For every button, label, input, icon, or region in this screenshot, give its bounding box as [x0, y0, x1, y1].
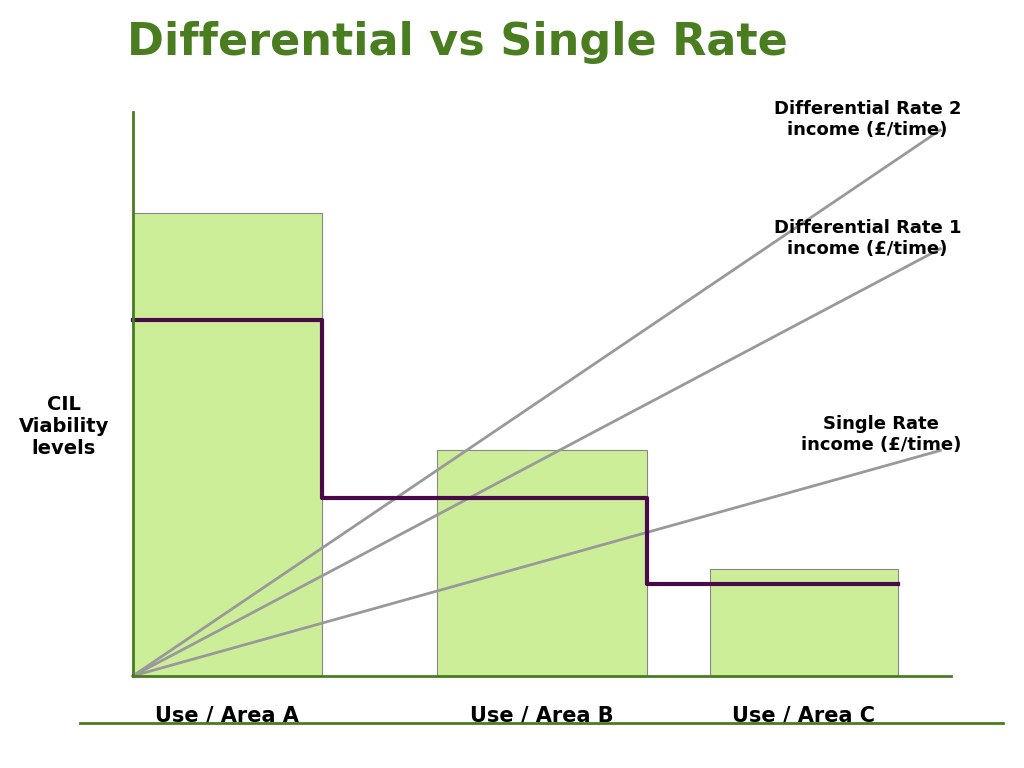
- Text: Differential Rate 1
income (£/time): Differential Rate 1 income (£/time): [774, 219, 962, 258]
- Text: CIL
Viability
levels: CIL Viability levels: [18, 396, 109, 458]
- FancyBboxPatch shape: [133, 214, 322, 676]
- Text: Differential vs Single Rate: Differential vs Single Rate: [127, 21, 787, 64]
- Text: Use / Area A: Use / Area A: [156, 706, 299, 726]
- Text: Use / Area B: Use / Area B: [470, 706, 613, 726]
- FancyBboxPatch shape: [437, 451, 647, 676]
- Text: Differential Rate 2
income (£/time): Differential Rate 2 income (£/time): [774, 101, 962, 139]
- FancyBboxPatch shape: [710, 569, 898, 676]
- Text: Single Rate
income (£/time): Single Rate income (£/time): [801, 415, 962, 454]
- Text: Use / Area C: Use / Area C: [732, 706, 876, 726]
